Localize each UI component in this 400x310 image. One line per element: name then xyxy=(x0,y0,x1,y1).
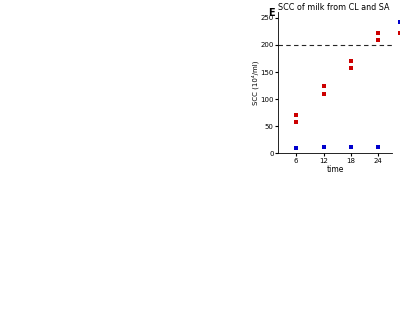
SA xyxy=(320,91,327,96)
Legend: CL, SA: CL, SA xyxy=(397,16,400,38)
SA xyxy=(293,113,300,118)
CL xyxy=(348,144,354,149)
Text: SCC of milk from CL and SA: SCC of milk from CL and SA xyxy=(278,2,390,11)
CL xyxy=(375,144,382,149)
X-axis label: time: time xyxy=(326,165,344,174)
CL xyxy=(320,144,327,149)
SA xyxy=(348,59,354,64)
SA xyxy=(320,83,327,88)
SA xyxy=(375,30,382,35)
Text: E: E xyxy=(268,8,275,18)
CL xyxy=(293,145,300,150)
Y-axis label: SCC (10⁴/ml): SCC (10⁴/ml) xyxy=(252,61,259,105)
SA xyxy=(348,65,354,70)
SA xyxy=(375,37,382,42)
SA xyxy=(293,119,300,124)
